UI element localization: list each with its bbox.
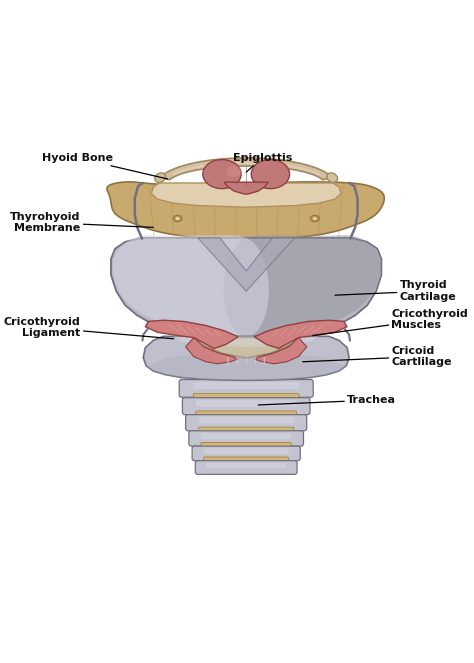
Ellipse shape [251, 160, 290, 189]
FancyBboxPatch shape [186, 414, 307, 431]
FancyBboxPatch shape [192, 446, 300, 461]
FancyBboxPatch shape [193, 394, 299, 401]
Ellipse shape [173, 215, 182, 221]
Polygon shape [194, 337, 299, 358]
FancyBboxPatch shape [195, 461, 297, 474]
FancyBboxPatch shape [189, 431, 303, 446]
Ellipse shape [175, 217, 180, 220]
FancyBboxPatch shape [199, 427, 294, 434]
Polygon shape [186, 337, 238, 364]
FancyBboxPatch shape [201, 433, 292, 439]
FancyBboxPatch shape [196, 400, 296, 407]
FancyBboxPatch shape [199, 417, 294, 424]
Polygon shape [224, 182, 268, 194]
FancyBboxPatch shape [179, 379, 313, 397]
Polygon shape [151, 183, 341, 208]
FancyBboxPatch shape [196, 411, 296, 418]
Polygon shape [198, 238, 295, 291]
Ellipse shape [327, 173, 337, 182]
Text: Trachea: Trachea [258, 395, 396, 405]
Text: Cricoid
Cartlilage: Cricoid Cartlilage [303, 345, 452, 367]
Text: Hyoid Bone: Hyoid Bone [42, 153, 167, 179]
FancyBboxPatch shape [204, 448, 289, 454]
FancyBboxPatch shape [193, 382, 299, 389]
Polygon shape [224, 235, 380, 338]
Polygon shape [113, 235, 269, 338]
Ellipse shape [310, 215, 319, 221]
Polygon shape [160, 158, 332, 180]
Polygon shape [254, 320, 347, 349]
Polygon shape [146, 320, 238, 349]
Ellipse shape [313, 217, 317, 220]
Ellipse shape [155, 173, 165, 182]
Polygon shape [111, 238, 382, 337]
Text: Epiglottis: Epiglottis [233, 153, 292, 172]
Ellipse shape [226, 166, 242, 177]
Polygon shape [173, 336, 319, 347]
Polygon shape [254, 337, 307, 364]
FancyBboxPatch shape [204, 457, 289, 464]
FancyBboxPatch shape [182, 398, 310, 414]
Text: Thyroid
Cartilage: Thyroid Cartilage [335, 280, 456, 302]
Polygon shape [107, 182, 384, 243]
Polygon shape [143, 336, 349, 381]
FancyBboxPatch shape [201, 442, 292, 450]
Ellipse shape [203, 160, 241, 189]
Text: Cricothyroid
Muscles: Cricothyroid Muscles [313, 308, 468, 335]
FancyBboxPatch shape [206, 463, 286, 468]
Text: Cricothyroid
Ligament: Cricothyroid Ligament [4, 317, 173, 339]
Polygon shape [171, 162, 322, 175]
Text: Thyrohyoid
Membrane: Thyrohyoid Membrane [10, 211, 154, 233]
Polygon shape [146, 356, 346, 381]
